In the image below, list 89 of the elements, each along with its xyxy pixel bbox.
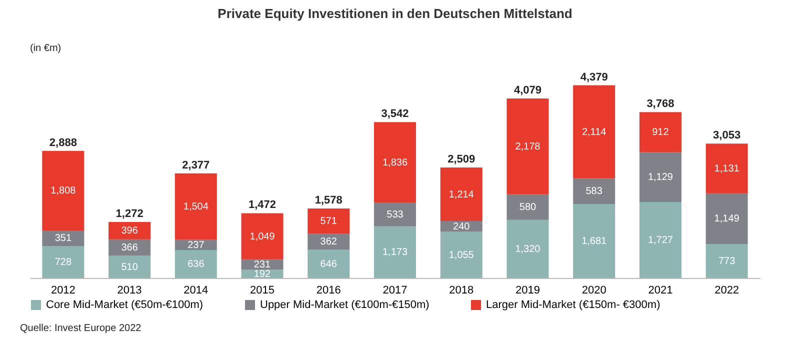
total-label: 1,272: [116, 208, 144, 220]
source-note: Quelle: Invest Europe 2022: [20, 323, 142, 334]
x-tick-label: 2022: [714, 284, 740, 296]
data-label: 1,131: [714, 163, 740, 174]
x-tick-label: 2012: [50, 284, 76, 296]
data-label: 580: [519, 202, 537, 214]
data-label: 1,055: [448, 250, 474, 261]
x-tick-label: 2015: [250, 284, 275, 296]
data-label: 237: [188, 240, 205, 251]
bar: [174, 173, 217, 240]
bar: [706, 193, 748, 244]
total-label: 3,053: [713, 130, 741, 142]
data-label: 1,504: [183, 201, 209, 212]
data-label: 1,214: [448, 189, 474, 200]
data-label: 533: [386, 210, 404, 221]
legend-label: Upper Mid-Market (€100m-€150m): [260, 299, 430, 311]
data-label: 362: [320, 236, 338, 248]
legend-label: Core Mid-Market (€50m-€100m): [46, 299, 204, 311]
data-label: 1,836: [382, 157, 408, 168]
data-label: 583: [586, 186, 603, 198]
x-tick-label: 2014: [184, 284, 208, 296]
data-label: 1,173: [382, 247, 408, 258]
bar: [440, 168, 482, 221]
x-tick-label: 2016: [316, 284, 341, 296]
total-label: 4,379: [580, 71, 608, 84]
data-label: 1,808: [50, 186, 76, 197]
data-label: 351: [54, 233, 72, 244]
bar: [241, 213, 284, 260]
total-label: 1,578: [314, 194, 342, 206]
bar: [639, 152, 682, 202]
total-label: 2,509: [448, 154, 476, 166]
data-label: 366: [121, 242, 138, 254]
data-label: 1,149: [714, 214, 740, 225]
bar: [374, 226, 416, 278]
data-label: 2,178: [515, 141, 541, 152]
bar: [308, 250, 350, 278]
data-label: 773: [718, 256, 736, 267]
data-label: 571: [320, 216, 338, 228]
data-label: 636: [188, 259, 205, 270]
bar: [308, 208, 350, 234]
data-label: 912: [652, 127, 670, 138]
bar: [108, 222, 151, 240]
total-label: 2,888: [49, 136, 77, 149]
bar: [706, 144, 748, 194]
data-label: 1,320: [515, 244, 541, 255]
data-label: 646: [320, 258, 338, 270]
data-label: 192: [254, 268, 272, 280]
bar: [108, 256, 151, 278]
data-label: 1,129: [648, 172, 674, 184]
x-tick-label: 2021: [648, 284, 673, 296]
data-label: 1,049: [250, 231, 276, 242]
total-label: 2,377: [182, 159, 210, 172]
bar: [573, 178, 616, 204]
data-label: 240: [453, 221, 470, 232]
bar: [506, 98, 549, 194]
bar: [174, 250, 217, 278]
data-label: 510: [121, 262, 138, 273]
data-label: 1,727: [648, 234, 674, 246]
bar: [374, 202, 416, 226]
bar: [573, 204, 616, 278]
x-tick-label: 2013: [117, 284, 142, 296]
x-tick-label: 2017: [382, 284, 408, 296]
bar: [639, 112, 682, 152]
bar: [374, 122, 416, 203]
total-label: 4,079: [514, 84, 542, 96]
data-label: 231: [254, 259, 272, 270]
bar: [706, 244, 748, 278]
data-label: 1,681: [582, 236, 608, 247]
bar: [42, 230, 84, 246]
bar: [639, 202, 682, 278]
total-label: 1,472: [248, 199, 276, 212]
x-tick-label: 2018: [449, 284, 474, 296]
total-label: 3,768: [646, 98, 674, 110]
bar: [440, 232, 482, 278]
data-label: 728: [54, 256, 72, 268]
data-label: 2,114: [582, 126, 607, 138]
bar: [308, 234, 350, 250]
total-label: 3,542: [381, 108, 409, 120]
y-axis-title: (in €m): [30, 43, 62, 54]
bar: [506, 194, 549, 220]
chart-title: Private Equity Investitionen in den Deutschen Mittelstand: [218, 6, 572, 21]
x-tick-label: 2019: [515, 284, 540, 296]
bar: [42, 150, 84, 230]
x-tick-label: 2020: [582, 284, 606, 296]
bar: [573, 85, 616, 178]
bar: [506, 220, 549, 278]
legend-label: Larger Mid-Market (€150m- €300m): [486, 299, 660, 311]
data-label: 396: [121, 226, 138, 237]
bar: [42, 246, 84, 278]
